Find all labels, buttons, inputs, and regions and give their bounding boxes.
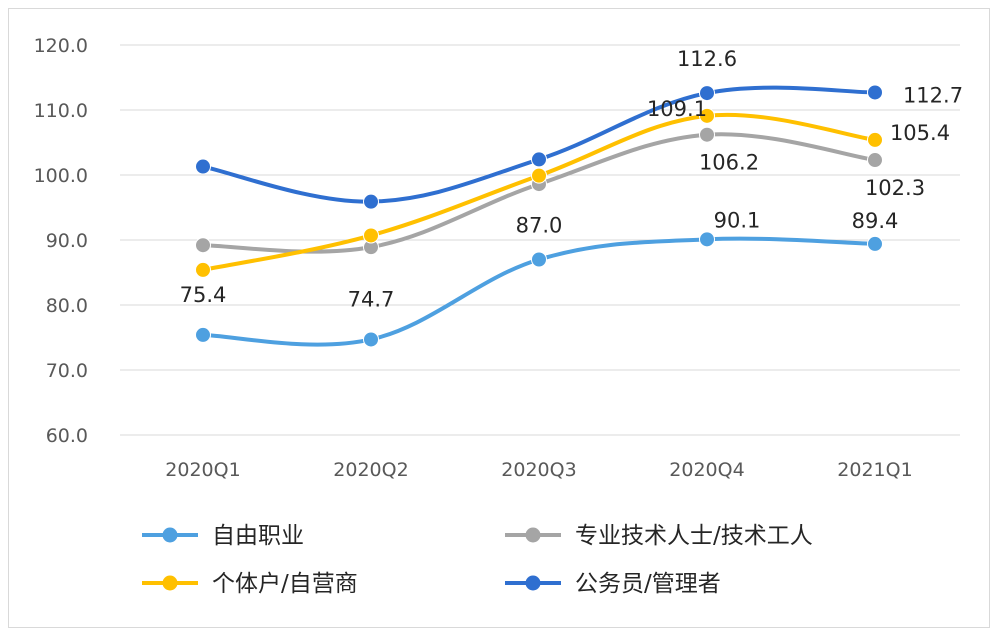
data-point [867, 235, 883, 252]
data-point [867, 131, 883, 148]
data-point [363, 331, 379, 348]
data-point [867, 84, 883, 101]
legend-marker [525, 575, 541, 591]
data-label: 89.4 [852, 209, 899, 233]
chart-frame [8, 8, 990, 628]
data-point [531, 167, 547, 184]
data-point [195, 261, 211, 278]
data-point [195, 237, 211, 254]
data-label: 102.3 [865, 176, 925, 200]
legend-item: 专业技术人士/技术工人 [505, 523, 813, 549]
data-point [699, 107, 715, 124]
legend-label: 自由职业 [212, 523, 304, 549]
y-tick-label: 60.0 [46, 425, 88, 447]
x-tick-label: 2020Q4 [669, 459, 744, 481]
data-point [867, 152, 883, 169]
data-label: 90.1 [714, 208, 761, 232]
legend-item: 个体户/自营商 [142, 571, 358, 597]
y-tick-label: 80.0 [46, 295, 88, 317]
data-point [195, 158, 211, 175]
y-tick-label: 110.0 [34, 100, 88, 122]
legend-label: 个体户/自营商 [212, 571, 358, 597]
data-point [363, 193, 379, 210]
x-tick-label: 2020Q2 [333, 459, 408, 481]
y-tick-label: 70.0 [46, 360, 88, 382]
legend-label: 专业技术人士/技术工人 [575, 523, 813, 549]
data-point [531, 251, 547, 268]
data-label: 87.0 [516, 214, 563, 238]
legend-marker [162, 527, 178, 543]
legend-item: 公务员/管理者 [505, 571, 721, 597]
y-tick-label: 120.0 [34, 35, 88, 57]
x-axis-ticks: 2020Q1 2020Q2 2020Q3 2020Q4 2021Q1 [165, 459, 912, 481]
series-points [195, 84, 883, 348]
data-labels: 75.4 74.7 87.0 90.1 89.4 106.2 102.3 109.1 105.4… [180, 47, 963, 311]
y-axis-ticks: 60.0 70.0 80.0 90.0 100.0 110.0 120.0 [34, 35, 88, 447]
data-label: 75.4 [180, 283, 227, 307]
data-point [363, 227, 379, 244]
legend-marker [162, 575, 178, 591]
x-tick-label: 2021Q1 [837, 459, 912, 481]
data-label: 112.7 [903, 83, 963, 107]
x-tick-label: 2020Q3 [501, 459, 576, 481]
data-label: 109.1 [647, 97, 707, 121]
y-tick-label: 90.0 [46, 230, 88, 252]
data-label: 105.4 [890, 121, 950, 145]
legend-label: 公务员/管理者 [575, 571, 721, 597]
data-point [531, 151, 547, 168]
data-point [699, 85, 715, 102]
data-point [699, 126, 715, 143]
data-label: 74.7 [348, 287, 395, 311]
data-label: 112.6 [677, 47, 737, 71]
x-tick-label: 2020Q1 [165, 459, 240, 481]
y-tick-label: 100.0 [34, 165, 88, 187]
data-label: 106.2 [699, 151, 759, 175]
legend-marker [525, 527, 541, 543]
data-point [699, 231, 715, 248]
legend-item: 自由职业 [142, 523, 304, 549]
data-point [195, 326, 211, 343]
